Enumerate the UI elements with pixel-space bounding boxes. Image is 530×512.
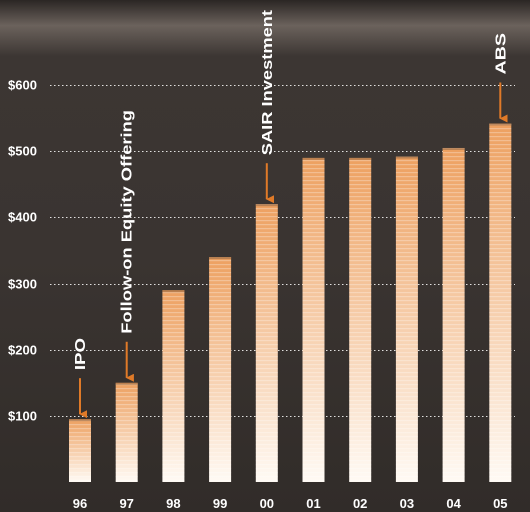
- bar-98: [162, 290, 185, 482]
- bar-top-edge: [115, 382, 138, 385]
- x-tick-label: 96: [73, 496, 87, 511]
- annotation-label: ABS: [492, 33, 509, 75]
- bar-03: [395, 156, 418, 482]
- annotation-label: Follow-on Equity Offering: [119, 110, 136, 334]
- y-tick-label: $500: [8, 144, 37, 159]
- bar-01: [302, 157, 325, 482]
- bar-02: [349, 157, 372, 482]
- bar-00: [255, 204, 278, 482]
- annotation-05: ABS: [492, 33, 509, 123]
- bar-texture: [442, 147, 465, 482]
- annotation-97: Follow-on Equity Offering: [119, 110, 136, 382]
- x-tick-label: 05: [493, 496, 507, 511]
- x-tick-label: 04: [446, 496, 461, 511]
- bars: [69, 123, 512, 483]
- annotations: IPO Follow-on Equity Offering SAIR Investm…: [72, 10, 509, 419]
- bar-texture: [395, 156, 418, 482]
- bar-top-edge: [162, 290, 185, 293]
- bar-05: [489, 123, 512, 483]
- y-axis: $100 $200 $300 $400 $500 $600: [8, 78, 37, 424]
- y-tick-label: $400: [8, 210, 37, 225]
- x-tick-label: 01: [306, 496, 320, 511]
- bar-texture: [302, 157, 325, 482]
- bar-96: [69, 419, 91, 482]
- y-tick-label: $200: [8, 343, 37, 358]
- bar-texture: [162, 290, 185, 482]
- bar-97: [115, 382, 138, 482]
- y-tick-label: $100: [8, 409, 37, 424]
- y-tick-label: $300: [8, 277, 37, 292]
- bar-texture: [489, 123, 512, 483]
- y-tick-label: $600: [8, 78, 37, 93]
- bar-top-edge: [69, 419, 91, 422]
- bar-texture: [69, 419, 91, 482]
- annotation-96: IPO: [72, 338, 89, 419]
- x-tick-label: 02: [353, 496, 367, 511]
- bar-top-edge: [255, 204, 278, 207]
- bar-top-edge: [209, 257, 232, 260]
- bar-texture: [255, 204, 278, 482]
- bar-99: [209, 257, 232, 482]
- annotation-00: SAIR Investment: [259, 10, 276, 204]
- bar-texture: [209, 257, 232, 482]
- bar-top-edge: [489, 123, 512, 126]
- x-tick-label: 03: [400, 496, 414, 511]
- bar-top-edge: [442, 147, 465, 150]
- bar-top-edge: [395, 156, 418, 159]
- x-tick-label: 98: [166, 496, 180, 511]
- annotation-label: SAIR Investment: [259, 10, 276, 155]
- x-tick-label: 97: [119, 496, 133, 511]
- x-axis: 96 97 98 99 00 01 02 03 04 05: [73, 496, 508, 511]
- x-tick-label: 99: [213, 496, 227, 511]
- annotation-label: IPO: [72, 338, 89, 371]
- x-tick-label: 00: [260, 496, 274, 511]
- bar-04: [442, 147, 465, 482]
- bar-top-edge: [302, 157, 325, 160]
- bar-top-edge: [349, 157, 372, 160]
- bar-texture: [115, 382, 138, 482]
- bar-texture: [349, 157, 372, 482]
